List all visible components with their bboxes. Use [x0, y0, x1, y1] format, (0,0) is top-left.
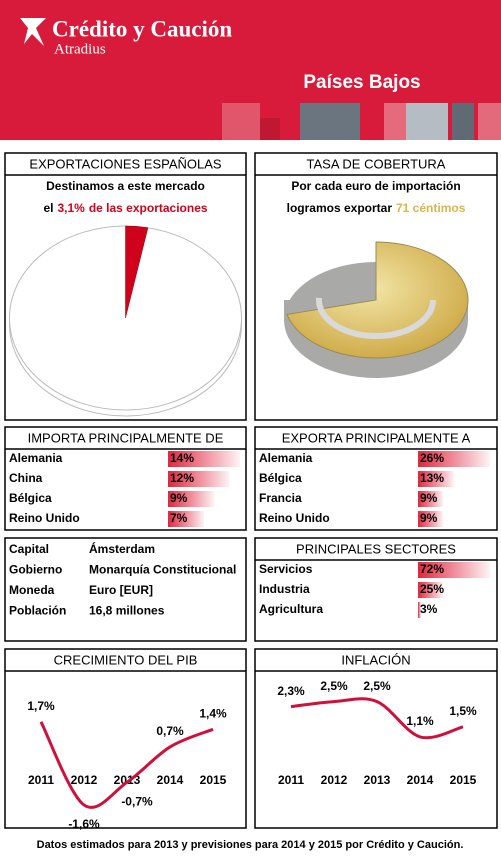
caption-suffix: de las exportaciones	[89, 201, 208, 215]
caption-prefix: el	[43, 201, 53, 215]
value-label: 1,1%	[406, 714, 434, 728]
panel-title: IMPORTA PRINCIPALMENTE DE	[28, 430, 224, 445]
pixel-blocks	[222, 103, 501, 140]
brand: Crédito y Caución	[52, 16, 232, 41]
bar	[168, 491, 215, 507]
value-label: 2,3%	[277, 684, 305, 698]
category-label: Reino Unido	[9, 511, 80, 525]
value-label: 25%	[420, 582, 444, 596]
x-tick-label: 2012	[71, 773, 98, 787]
value-label: 26%	[420, 451, 444, 465]
value-label: 2,5%	[363, 679, 391, 693]
x-tick-label: 2014	[157, 773, 184, 787]
x-tick-label: 2015	[450, 773, 477, 787]
value-label: -0,7%	[121, 794, 153, 808]
value-label: 71 céntimos	[396, 201, 466, 215]
category-label: China	[9, 471, 43, 485]
bar	[168, 471, 230, 487]
panel-title: PRINCIPALES SECTORES	[296, 541, 456, 556]
info-key: Moneda	[9, 583, 55, 597]
panel-title: INFLACIÓN	[341, 652, 410, 667]
pie-slice	[125, 225, 149, 319]
value-label: 7%	[170, 511, 188, 525]
value-label: 3,1%	[57, 201, 85, 215]
info-value: Monarquía Constitucional	[89, 563, 236, 577]
value-label: 9%	[420, 511, 438, 525]
footer: Datos estimados para 2013 y previsiones …	[37, 839, 464, 851]
caption: Destinamos a este mercado	[46, 179, 205, 193]
info-key: Capital	[9, 542, 49, 556]
info-value: Euro [EUR]	[89, 583, 153, 597]
caption-prefix: logramos exportar	[287, 201, 393, 215]
panel	[4, 537, 247, 642]
caption: Por cada euro de importación	[291, 179, 460, 193]
panel-title: TASA DE COBERTURA	[307, 156, 446, 171]
line	[290, 697, 464, 740]
bar	[418, 511, 443, 527]
bar	[418, 471, 454, 487]
info-key: Población	[9, 604, 66, 618]
value-label: 2,5%	[320, 679, 348, 693]
category-label: Alemania	[259, 451, 313, 465]
value-label: 1,7%	[27, 699, 55, 713]
category-label: Agricultura	[259, 602, 323, 616]
caption: logramos exportar 71 céntimos	[287, 201, 466, 215]
panel	[254, 648, 498, 829]
x-tick-label: 2011	[28, 773, 54, 787]
x-tick-label: 2014	[407, 773, 434, 787]
panel-title: EXPORTACIONES ESPAÑOLAS	[29, 156, 221, 171]
value-label: 9%	[420, 491, 438, 505]
bar	[418, 562, 490, 578]
line	[39, 721, 214, 809]
value-label: 9%	[170, 491, 188, 505]
panel	[4, 648, 247, 829]
value-label: 0,7%	[156, 724, 184, 738]
category-label: Francia	[259, 491, 302, 505]
category-label: Industria	[259, 582, 310, 596]
bar	[418, 451, 490, 467]
bar	[168, 451, 240, 467]
panel	[254, 426, 498, 531]
value-label: 1,4%	[199, 706, 227, 720]
coin-face	[286, 241, 469, 359]
coin-inner	[315, 261, 437, 339]
panel-title: CRECIMIENTO DEL PIB	[54, 652, 198, 667]
panel-title: EXPORTA PRINCIPALMENTE A	[282, 430, 471, 445]
x-tick-label: 2012	[321, 773, 348, 787]
category-label: Bélgica	[9, 491, 52, 505]
category-label: Servicios	[259, 562, 313, 576]
value-label: 1,5%	[449, 704, 477, 718]
category-label: Reino Unido	[259, 511, 330, 525]
caption: el 3,1% de las exportaciones	[43, 201, 207, 215]
logo	[20, 18, 46, 46]
value-label: -1,6%	[68, 817, 100, 831]
x-tick-label: 2015	[200, 773, 227, 787]
value-label: 3%	[420, 602, 438, 616]
value-label: 72%	[420, 562, 444, 576]
bar	[418, 582, 443, 598]
panel	[254, 537, 498, 642]
bar	[168, 511, 204, 527]
info-key: Gobierno	[9, 563, 62, 577]
bar	[418, 602, 421, 618]
brand-sub: Atradius	[54, 41, 106, 57]
x-tick-label: 2011	[278, 773, 304, 787]
value-label: 12%	[170, 471, 194, 485]
category-label: Alemania	[9, 451, 63, 465]
value-label: 14%	[170, 451, 194, 465]
category-label: Bélgica	[259, 471, 302, 485]
country: Países Bajos	[303, 72, 420, 93]
info-value: Ámsterdam	[89, 541, 155, 556]
info-value: 16,8 millones	[89, 604, 165, 618]
value-label: 13%	[420, 471, 444, 485]
bar	[418, 491, 443, 507]
x-tick-label: 2013	[364, 773, 391, 787]
